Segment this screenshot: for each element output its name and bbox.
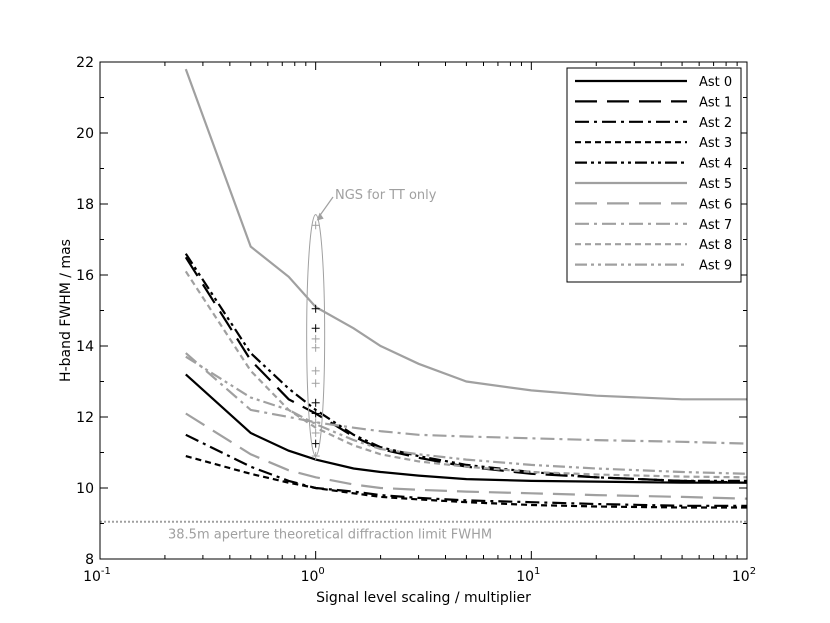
legend-label-ast-7: Ast 7: [699, 218, 732, 233]
ngs-point-black-0: [311, 304, 320, 313]
y-tick-label: 14: [76, 339, 94, 355]
ngs-point-gray-2: [311, 343, 320, 352]
ngs-point-gray-4: [311, 379, 320, 388]
legend: Ast 0 Ast 1 Ast 2 Ast 3 Ast 4 Ast 5 Ast 6 Ast 7…: [566, 67, 742, 283]
diffraction-limit-label: 38.5m aperture theoretical diffraction l…: [168, 528, 492, 543]
series-line-ast-4: [184, 253, 747, 482]
ngs-point-black-4: [311, 439, 320, 448]
ngs-point-black-3: [311, 409, 320, 418]
y-tick-label: 16: [76, 268, 94, 284]
legend-box: [566, 67, 742, 283]
ngs-point-gray-1: [311, 334, 320, 343]
ngs-ellipse: [306, 214, 326, 457]
legend-label-ast-5: Ast 5: [699, 177, 732, 192]
series-line-ast-2: [185, 433, 747, 507]
series-line-ast-7: [185, 352, 748, 445]
ngs-point-gray-5: [311, 418, 320, 427]
legend-label-ast-2: Ast 2: [699, 116, 732, 131]
y-axis-label: H-band FWHM / mas: [58, 239, 74, 382]
y-tick-label: 18: [76, 197, 94, 213]
y-tick-label: 8: [85, 552, 94, 568]
legend-label-ast-1: Ast 1: [699, 95, 732, 110]
legend-label-ast-9: Ast 9: [699, 259, 732, 274]
ticks: 8 10 12 14 16 18 20 22 10-1 100 101 102: [76, 55, 756, 585]
x-tick-label: 102: [732, 566, 756, 585]
ngs-annotation: NGS for TT only: [306, 188, 437, 457]
y-tick-label: 10: [76, 481, 94, 497]
y-tick-label: 12: [76, 410, 94, 426]
ngs-arrow-head: [316, 212, 324, 221]
series-line-ast-5: [184, 68, 747, 401]
ngs-point-black-2: [311, 398, 320, 407]
y-tick-label: 20: [76, 126, 94, 142]
legend-label-ast-6: Ast 6: [699, 197, 732, 212]
ngs-point-black-1: [311, 324, 320, 333]
x-tick-label: 100: [301, 566, 325, 585]
ngs-label: NGS for TT only: [335, 188, 437, 203]
legend-label-ast-0: Ast 0: [699, 75, 732, 90]
ngs-point-gray-6: [311, 428, 320, 437]
x-tick-label: 10-1: [83, 566, 111, 585]
legend-label-ast-4: Ast 4: [699, 157, 732, 172]
y-tick-label: 22: [76, 55, 94, 71]
legend-label-ast-3: Ast 3: [699, 136, 732, 151]
series-line-ast-0: [185, 373, 747, 484]
ngs-point-gray-3: [311, 366, 320, 375]
x-tick-label: 101: [516, 566, 540, 585]
series-line-ast-6: [185, 412, 748, 500]
series-line-ast-8: [184, 270, 748, 479]
ngs-point-gray-0: [311, 221, 320, 230]
series-line-ast-9: [185, 355, 748, 475]
plot-content: [100, 68, 748, 523]
x-axis-label: Signal level scaling / multiplier: [316, 590, 531, 606]
legend-label-ast-8: Ast 8: [699, 238, 732, 253]
